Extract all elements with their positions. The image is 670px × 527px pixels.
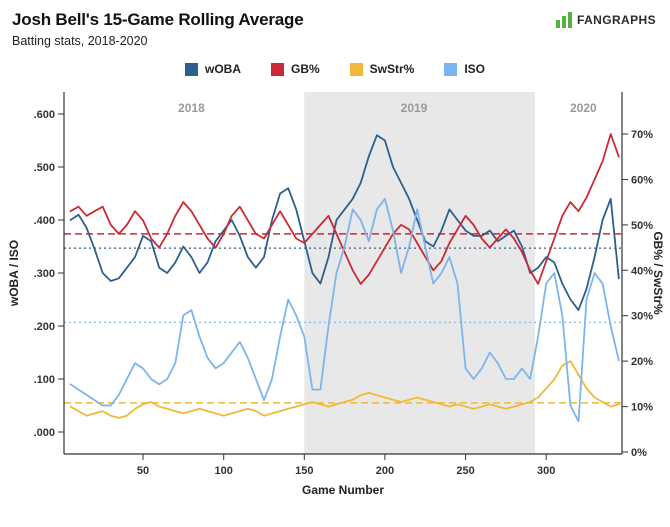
- page-title: Josh Bell's 15-Game Rolling Average: [12, 10, 304, 29]
- legend-item-iso: ISO: [444, 62, 485, 76]
- fangraphs-wordmark: FANGRAPHS: [577, 13, 656, 27]
- right-axis-title: GB% / SwStr%: [651, 231, 665, 315]
- season-2019-band: [304, 92, 535, 454]
- left-tick-label: .200: [34, 321, 55, 333]
- left-tick-label: .100: [34, 374, 55, 386]
- legend-item-woba: wOBA: [184, 62, 241, 76]
- chart-subtitle: Batting stats, 2018-2020: [12, 34, 148, 48]
- year-label-2018: 2018: [178, 101, 205, 115]
- axes: .000 .100 .200 .300 .400 .500 .600 0% 10% 20% 30% 4…: [34, 92, 653, 477]
- right-tick-label: 60%: [631, 174, 653, 186]
- right-tick-label: 20%: [631, 356, 653, 368]
- right-tick-label: 0%: [631, 447, 647, 459]
- right-tick-label: 10%: [631, 402, 653, 414]
- x-axis-title: Game Number: [302, 483, 384, 497]
- series-gb-line: [69, 133, 620, 285]
- legend-swatch: [270, 62, 284, 76]
- chart-header: Josh Bell's 15-Game Rolling Average Batt…: [0, 0, 670, 48]
- fangraphs-logo-icon: [556, 12, 573, 28]
- year-label-2019: 2019: [401, 101, 428, 115]
- legend-label: ISO: [464, 62, 486, 76]
- left-tick-label: .300: [34, 268, 55, 280]
- legend-label: SwStr%: [369, 62, 415, 76]
- left-axis-title: wOBA / ISO: [7, 240, 21, 307]
- left-tick-label: .500: [34, 162, 55, 174]
- legend-label: GB%: [290, 62, 320, 76]
- right-tick-label: 40%: [631, 265, 653, 277]
- left-tick-label: .400: [34, 215, 55, 227]
- x-tick-label: 100: [215, 465, 233, 477]
- legend: wOBA GB% SwStr% ISO: [0, 62, 670, 76]
- x-tick-label: 250: [456, 465, 474, 477]
- x-tick-label: 300: [537, 465, 555, 477]
- series-swstr-line: [69, 360, 620, 419]
- legend-swatch: [444, 62, 458, 76]
- right-tick-label: 30%: [631, 311, 653, 323]
- left-tick-label: .000: [34, 427, 55, 439]
- legend-item-gb: GB%: [270, 62, 320, 76]
- series-iso-line: [69, 197, 620, 423]
- legend-label: wOBA: [204, 62, 241, 76]
- x-tick-label: 200: [376, 465, 394, 477]
- legend-swatch: [349, 62, 363, 76]
- fangraphs-logo: FANGRAPHS: [555, 12, 656, 28]
- legend-item-swstr: SwStr%: [349, 62, 415, 76]
- right-tick-label: 50%: [631, 220, 653, 232]
- legend-swatch: [184, 62, 198, 76]
- x-tick-label: 50: [137, 465, 149, 477]
- chart-wrap: 2018 2019 2020 .000 .100 .200 .300 .400 .500 .600…: [0, 82, 670, 511]
- year-label-2020: 2020: [570, 101, 597, 115]
- left-tick-label: .600: [34, 109, 55, 121]
- rolling-average-chart: 2018 2019 2020 .000 .100 .200 .300 .400 .500 .600…: [7, 92, 665, 497]
- right-tick-label: 70%: [631, 129, 653, 141]
- x-tick-label: 150: [295, 465, 313, 477]
